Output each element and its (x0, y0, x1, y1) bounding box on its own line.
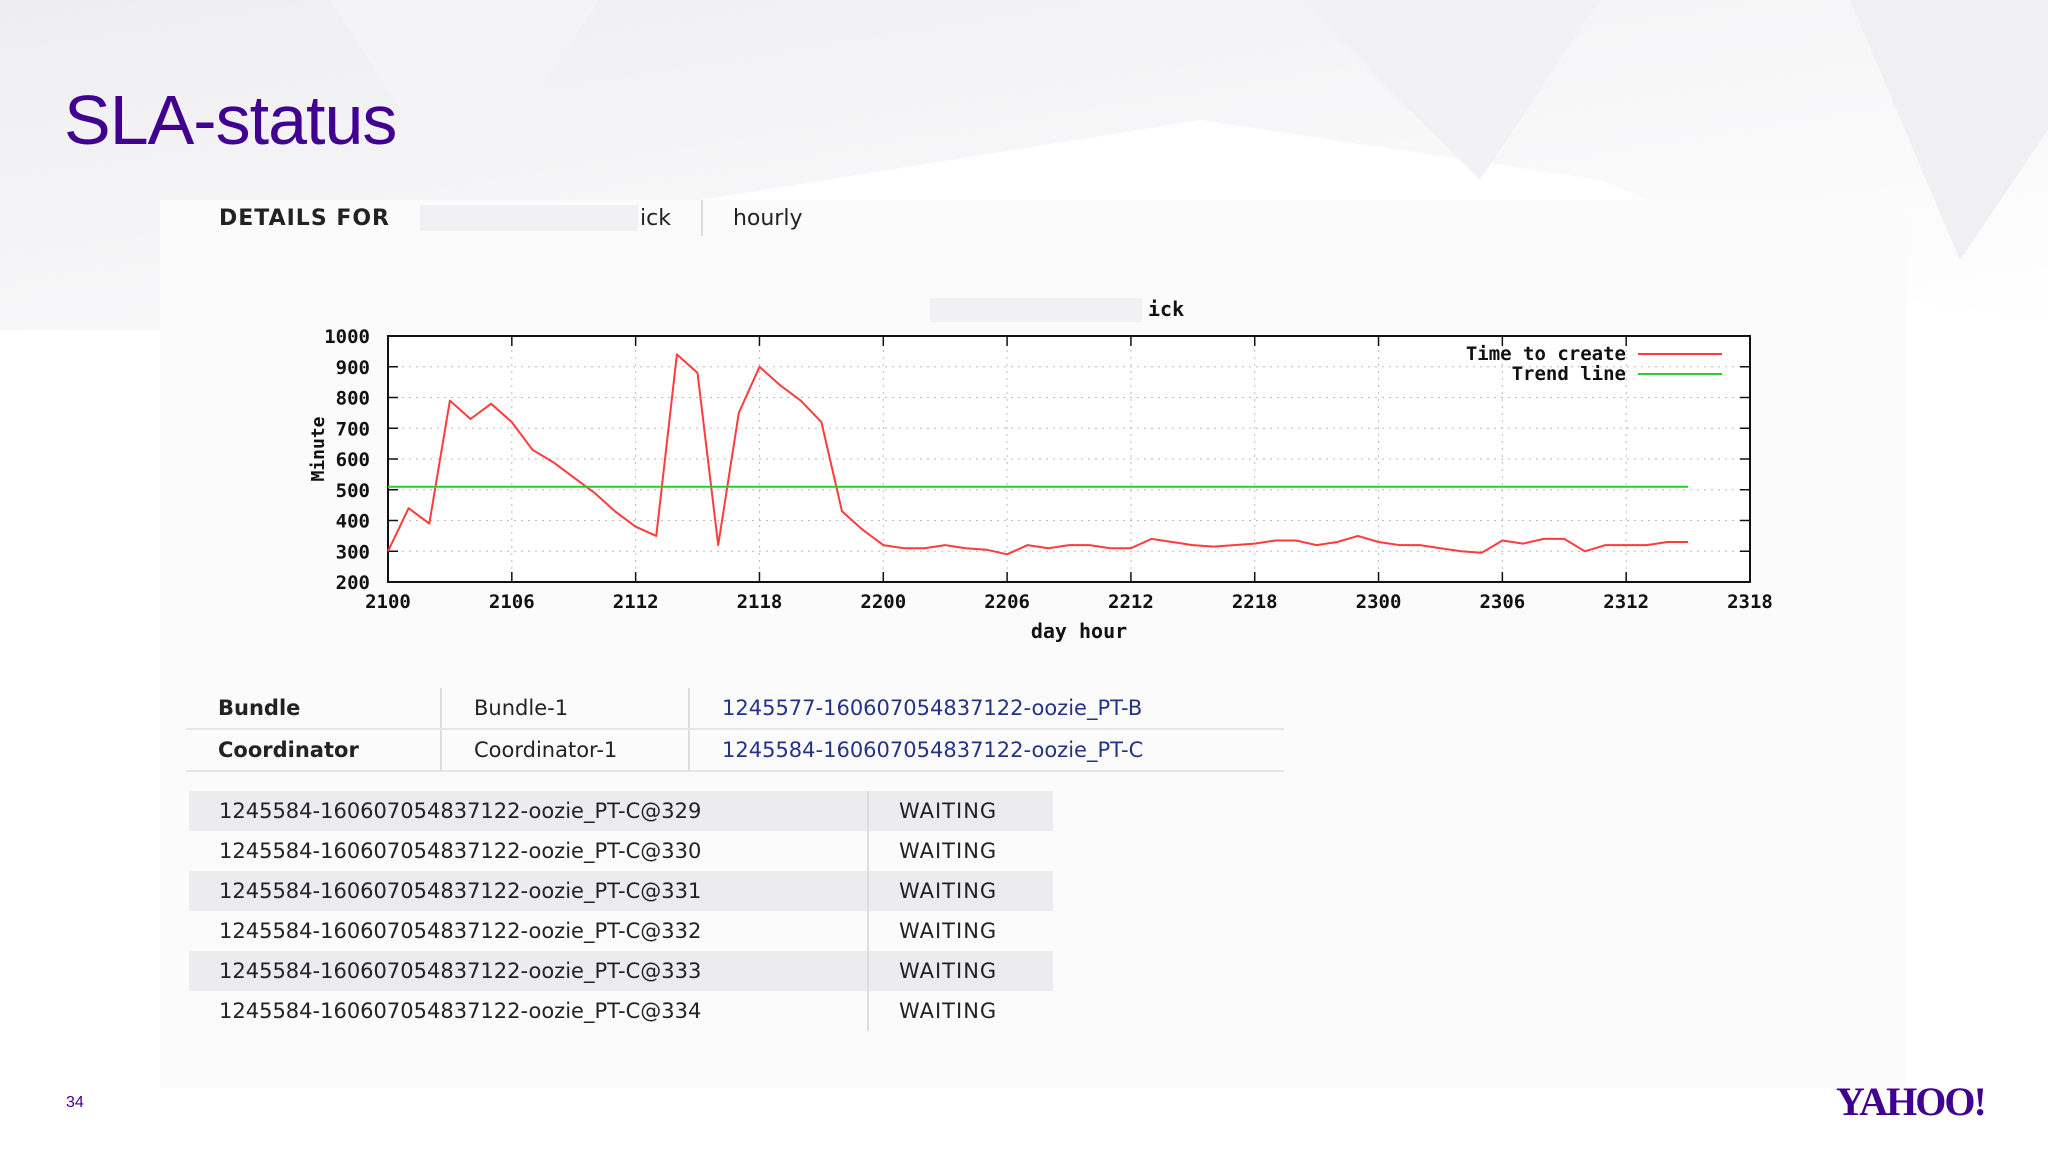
summary-table: Bundle Bundle-1 1245577-160607054837122-oo… (186, 688, 1284, 772)
plot-frame (387, 335, 1751, 583)
legend-label: Time to create (1466, 343, 1626, 365)
summary-value: Coordinator-1 (441, 729, 690, 772)
redacted-name (420, 205, 638, 231)
action-id: 1245584-160607054837122-oozie_PT-C@330 (189, 831, 869, 871)
y-tick-label: 200 (336, 572, 370, 594)
y-tick-label: 700 (336, 418, 370, 440)
table-row: 1245584-160607054837122-oozie_PT-C@330 WA… (189, 831, 1053, 871)
x-tick-label: 2112 (613, 591, 659, 613)
y-tick-label: 900 (336, 357, 370, 379)
x-axis-label: day hour (1031, 619, 1127, 643)
x-tick-label: 2300 (1356, 591, 1402, 613)
action-status: WAITING (868, 791, 1053, 831)
x-tick-label: 2218 (1232, 591, 1278, 613)
action-status: WAITING (899, 999, 998, 1023)
summary-row: Bundle Bundle-1 1245577-160607054837122-oo… (186, 688, 1284, 730)
table-row: 1245584-160607054837122-oozie_PT-C@334 WA… (189, 991, 1053, 1031)
y-tick-label: 800 (336, 388, 370, 410)
yahoo-logo: YAHOO! (1836, 1079, 1987, 1124)
x-tick-label: 2312 (1603, 591, 1649, 613)
summary-row: Coordinator Coordinator-1 1245584-16060705… (186, 729, 1284, 772)
x-tick-label: 2200 (860, 591, 906, 613)
redacted-chart-title (930, 298, 1142, 322)
legend-label: Trend line (1512, 363, 1626, 385)
table-row: 1245584-160607054837122-oozie_PT-C@331 WA… (189, 871, 1053, 911)
action-status: WAITING (899, 839, 998, 863)
action-status: WAITING (868, 951, 1053, 991)
y-tick-label: 400 (336, 511, 370, 533)
y-tick-label: 300 (336, 541, 370, 563)
y-tick-label: 1000 (324, 326, 370, 348)
x-tick-label: 2306 (1479, 591, 1525, 613)
action-id: 1245584-160607054837122-oozie_PT-C@334 (189, 991, 869, 1031)
series-line-0 (387, 353, 1689, 556)
table-row: 1245584-160607054837122-oozie_PT-C@332 WA… (189, 911, 1053, 951)
summary-value: Bundle-1 (441, 688, 690, 730)
action-id: 1245584-160607054837122-oozie_PT-C@329 (189, 791, 869, 831)
details-name-suffix: ick (640, 205, 671, 231)
summary-key: Coordinator (186, 729, 442, 772)
x-tick-label: 2118 (737, 591, 783, 613)
details-label: DETAILS FOR (219, 205, 390, 231)
details-frequency: hourly (732, 205, 803, 231)
action-id: 1245584-160607054837122-oozie_PT-C@332 (189, 911, 869, 951)
summary-id-link[interactable]: 1245584-160607054837122-oozie_PT-C (689, 729, 1284, 772)
action-id: 1245584-160607054837122-oozie_PT-C@333 (189, 951, 869, 991)
x-tick-label: 2100 (365, 591, 411, 613)
y-tick-label: 500 (336, 480, 370, 502)
x-tick-label: 2206 (984, 591, 1030, 613)
slide-number: 34 (66, 1094, 84, 1111)
x-tick-label: 2212 (1108, 591, 1154, 613)
action-id: 1245584-160607054837122-oozie_PT-C@331 (189, 871, 869, 911)
details-header: DETAILS FOR ick hourly (219, 200, 802, 236)
y-axis-label: Minute (308, 416, 329, 481)
x-tick-label: 2106 (489, 591, 535, 613)
summary-key: Bundle (186, 688, 442, 730)
chart-title: ick (1148, 297, 1184, 321)
summary-id-link[interactable]: 1245577-160607054837122-oozie_PT-B (689, 688, 1284, 730)
table-row: 1245584-160607054837122-oozie_PT-C@329 WA… (189, 791, 1053, 831)
actions-table: 1245584-160607054837122-oozie_PT-C@329 WA… (189, 791, 1053, 1031)
y-tick-label: 600 (336, 449, 370, 471)
action-status: WAITING (899, 919, 998, 943)
action-status: WAITING (868, 871, 1053, 911)
table-row: 1245584-160607054837122-oozie_PT-C@333 WA… (189, 951, 1053, 991)
divider (700, 200, 703, 236)
slide-title: SLA-status (64, 81, 397, 159)
x-tick-label: 2318 (1727, 591, 1773, 613)
sla-chart: ick 200 300 400 500 600 700 800 900 1000 2100 2106 2… (308, 297, 1773, 643)
